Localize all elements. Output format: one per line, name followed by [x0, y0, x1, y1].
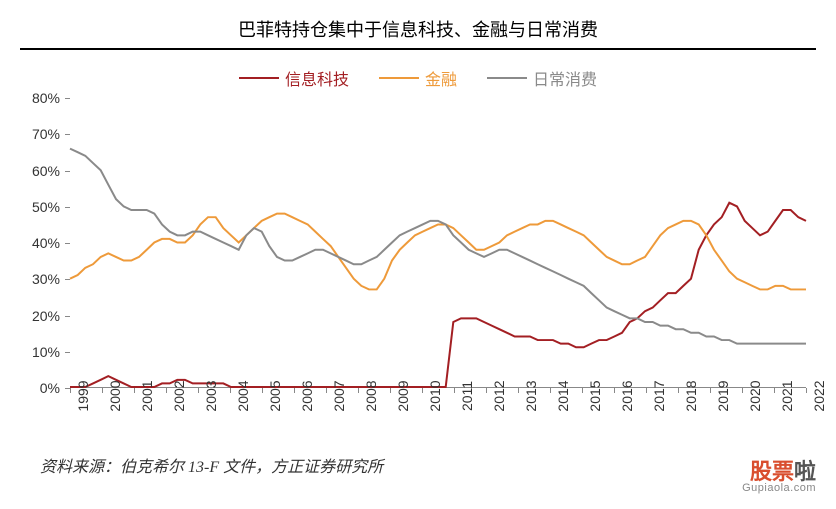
- x-tick-mark: [582, 388, 583, 393]
- series-line: [70, 149, 806, 344]
- x-tick-mark: [774, 388, 775, 393]
- legend-line: [487, 77, 527, 79]
- x-tick-mark: [614, 388, 615, 393]
- x-tick-label: 2019: [715, 380, 731, 411]
- x-tick-mark: [262, 388, 263, 393]
- x-tick-label: 2009: [395, 380, 411, 411]
- x-tick-label: 2008: [363, 380, 379, 411]
- x-tick-mark: [806, 388, 807, 393]
- x-tick-label: 2006: [299, 380, 315, 411]
- x-tick-mark: [454, 388, 455, 393]
- legend-label: 金融: [425, 66, 457, 90]
- y-tick-label: 60%: [32, 163, 60, 179]
- legend-label: 信息科技: [285, 66, 349, 90]
- x-tick-mark: [70, 388, 71, 393]
- x-tick-label: 1999: [75, 380, 91, 411]
- line-svg: [70, 98, 806, 387]
- y-tick-label: 70%: [32, 126, 60, 142]
- x-tick-label: 2015: [587, 380, 603, 411]
- y-tick-label: 0%: [40, 380, 60, 396]
- x-tick-mark: [742, 388, 743, 393]
- x-tick-label: 2002: [171, 380, 187, 411]
- x-tick-mark: [678, 388, 679, 393]
- x-tick-label: 2016: [619, 380, 635, 411]
- y-tick-label: 80%: [32, 90, 60, 106]
- x-tick-label: 2003: [203, 380, 219, 411]
- watermark-text-1: 股票: [750, 459, 794, 484]
- legend-item: 金融: [379, 66, 457, 90]
- x-tick-mark: [166, 388, 167, 393]
- series-line: [70, 214, 806, 290]
- x-tick-label: 2014: [555, 380, 571, 411]
- series-line: [70, 203, 806, 387]
- y-tick-label: 10%: [32, 344, 60, 360]
- x-tick-mark: [198, 388, 199, 393]
- plot-area: 0%10%20%30%40%50%60%70%80%: [70, 98, 806, 388]
- watermark: 股票啦 Gupiaola.com: [742, 461, 816, 494]
- x-tick-mark: [518, 388, 519, 393]
- y-axis: 0%10%20%30%40%50%60%70%80%: [20, 98, 65, 387]
- legend-line: [379, 77, 419, 79]
- x-tick-label: 2004: [235, 380, 251, 411]
- x-tick-label: 2011: [459, 381, 475, 411]
- x-tick-mark: [134, 388, 135, 393]
- x-tick-label: 2007: [331, 380, 347, 411]
- x-tick-mark: [326, 388, 327, 393]
- x-tick-label: 2000: [107, 380, 123, 411]
- x-tick-label: 2005: [267, 380, 283, 411]
- y-tick-label: 50%: [32, 199, 60, 215]
- x-tick-mark: [390, 388, 391, 393]
- x-tick-label: 2012: [491, 380, 507, 411]
- x-tick-label: 2022: [811, 380, 827, 411]
- x-tick-label: 2001: [139, 380, 155, 411]
- x-tick-label: 2013: [523, 380, 539, 411]
- x-tick-label: 2021: [779, 380, 795, 411]
- x-tick-label: 2018: [683, 380, 699, 411]
- legend: 信息科技 金融 日常消费: [20, 58, 816, 98]
- x-axis: 1999200020012002200320042005200620072008…: [70, 388, 806, 443]
- x-tick-mark: [358, 388, 359, 393]
- x-tick-mark: [294, 388, 295, 393]
- legend-line: [239, 77, 279, 79]
- y-tick-label: 20%: [32, 308, 60, 324]
- watermark-text-2: 啦: [794, 459, 816, 484]
- chart-container: 巴菲特持仓集中于信息科技、金融与日常消费 信息科技金融日常消费 0%10%20%…: [0, 0, 836, 509]
- legend-item: 信息科技: [239, 66, 349, 90]
- title-underline: [20, 48, 816, 50]
- watermark-main: 股票啦: [742, 461, 816, 483]
- x-tick-label: 2017: [651, 380, 667, 411]
- x-tick-mark: [710, 388, 711, 393]
- x-tick-label: 2010: [427, 380, 443, 411]
- chart-title: 巴菲特持仓集中于信息科技、金融与日常消费: [20, 10, 816, 48]
- x-tick-label: 2020: [747, 380, 763, 411]
- watermark-sub: Gupiaola.com: [742, 483, 816, 494]
- x-tick-mark: [550, 388, 551, 393]
- x-tick-mark: [230, 388, 231, 393]
- x-tick-mark: [102, 388, 103, 393]
- y-tick-label: 30%: [32, 271, 60, 287]
- y-tick-label: 40%: [32, 235, 60, 251]
- legend-item: 日常消费: [487, 66, 597, 90]
- x-tick-mark: [422, 388, 423, 393]
- legend-label: 日常消费: [533, 66, 597, 90]
- x-tick-mark: [486, 388, 487, 393]
- x-tick-mark: [646, 388, 647, 393]
- source-text: 资料来源：伯克希尔 13-F 文件，方正证券研究所: [40, 453, 816, 477]
